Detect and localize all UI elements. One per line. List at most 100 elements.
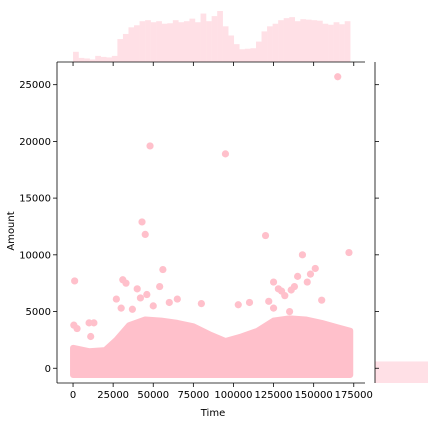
scatter-point [143,290,151,299]
y-tick-label: 0 [45,364,51,375]
scatter-point [234,301,242,309]
marginal-x-bar [255,41,262,62]
scatter-point [311,264,319,273]
scatter-point [156,282,164,291]
marginal-y-histogram [374,62,428,383]
marginal-x-bar [183,21,190,62]
scatter-point [138,218,146,226]
marginal-x-bar [228,35,235,62]
x-tick-label: 0 [70,390,76,401]
marginal-x-bar [172,20,179,62]
marginal-x-bar [244,48,251,62]
scatter-point [117,304,125,312]
scatter-point [71,277,79,285]
scatter-point [159,265,167,274]
marginal-x-bar [167,23,174,63]
scatter-point [269,304,278,312]
marginal-x-bar [328,24,334,62]
marginal-x-bar [145,20,151,62]
scatter-point [133,285,141,293]
marginal-x-bar [117,39,124,62]
x-tick-label: 25000 [97,390,129,401]
y-tick-label: 20000 [19,137,51,148]
x-tick-label: 75000 [177,390,209,401]
y-tick-label: 25000 [19,80,51,91]
marginal-x-bar [206,21,212,62]
marginal-x-bar [233,44,240,62]
scatter-point [221,150,230,158]
marginal-x-bar [316,20,323,62]
marginal-x-bar [333,22,340,62]
marginal-x-bar [150,22,157,62]
marginal-x-bar [195,22,201,62]
scatter-point [281,292,289,300]
y-axis-label: Amount [6,211,17,250]
marginal-x-bar [250,48,257,62]
scatter-point [269,278,278,286]
marginal-x-bar [267,26,273,62]
scatter-point [122,279,130,287]
scatter-points [70,73,353,341]
marginal-x-bar [84,58,90,62]
marginal-x-bar [322,23,329,62]
marginal-x-bar [344,21,351,62]
scatter-point [290,282,299,291]
scatter-point [334,73,342,81]
marginal-x-bar [95,55,101,62]
x-tick-label: 125000 [254,390,292,401]
marginal-x-bar [305,19,312,63]
x-axis: 0 25000 50000 75000 100000 125000 150000 175000 [70,383,373,401]
marginal-x-histogram [57,11,365,66]
marginal-x-bar [139,21,146,62]
marginal-x-bar [222,26,229,62]
marginal-x-bar [189,18,196,62]
y-tick-label: 10000 [19,250,51,261]
x-tick-label: 175000 [335,390,373,401]
x-axis-label: Time [200,408,225,419]
marginal-x-bar [272,23,279,62]
marginal-x-bar [128,27,135,62]
marginal-x-bar [278,20,284,62]
scatter-point [197,300,205,308]
marginal-x-bar [239,49,246,62]
y-axis: 0 5000 10000 15000 20000 25000 [19,80,57,375]
scatter-point [146,142,154,150]
marginal-x-bar [100,56,107,62]
scatter-point [141,230,149,239]
scatter-point [165,298,173,307]
scatter-point [173,295,181,303]
scatter-point [303,278,311,286]
dense-band-area [70,315,354,379]
marginal-x-bar [122,33,129,62]
scatter-point [318,296,326,304]
scatter-point [112,295,120,303]
scatter-point [87,332,95,341]
scatter-point [265,297,273,305]
scatter-point [306,270,315,278]
scatter-point [261,231,270,240]
y-tick-label: 15000 [19,194,51,205]
scatter-point [136,294,145,302]
marginal-x-bar [161,23,168,62]
marginal-x-bar [289,17,296,62]
scatter-point [149,302,157,310]
marginal-x-bar [178,22,185,62]
marginal-x-bar [300,19,307,62]
marginal-x-bar [311,20,318,62]
dense-band [70,315,354,379]
scatter-point [298,251,307,259]
y-tick-label: 5000 [26,307,51,318]
plot-area [70,73,354,379]
marginal-x-bar [134,25,140,63]
marginal-x-bar [211,16,218,63]
scatter-point [294,272,302,280]
scatter-point [286,307,294,316]
scatter-point [73,324,81,333]
marginal-x-bar [200,13,207,63]
scatter-point [90,319,98,327]
marginal-x-bar [89,59,96,62]
scatter-point [345,248,353,257]
marginal-x-bar [111,55,118,62]
marginal-x-bar [156,21,162,62]
